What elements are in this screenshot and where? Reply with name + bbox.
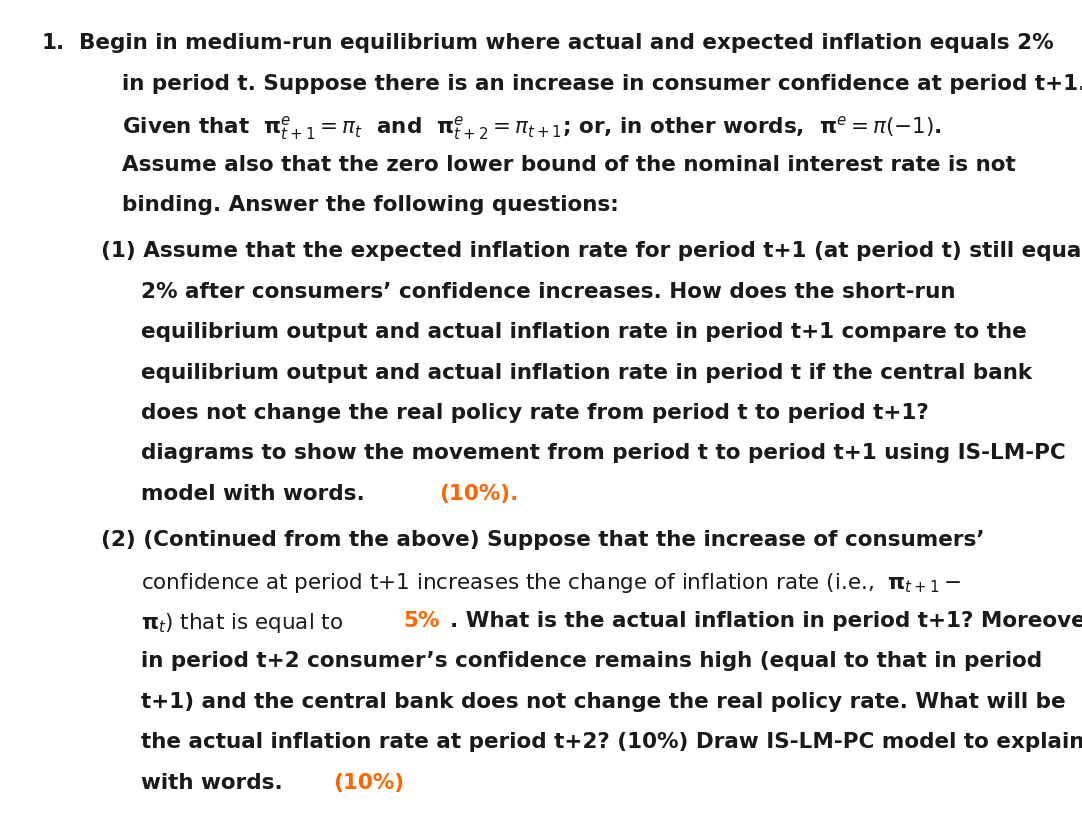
Text: 2% after consumers’ confidence increases. How does the short-run: 2% after consumers’ confidence increases…	[141, 282, 955, 302]
Text: equilibrium output and actual inflation rate in period t if the central bank: equilibrium output and actual inflation …	[141, 362, 1032, 382]
Text: binding. Answer the following questions:: binding. Answer the following questions:	[122, 195, 619, 215]
Text: Given that  $\mathbf{\pi}^e_{t+1} = \pi_t$  and  $\mathbf{\pi}^e_{t+2} = \pi_{t+: Given that $\mathbf{\pi}^e_{t+1} = \pi_t…	[122, 114, 942, 142]
Text: (2) (Continued from the above) Suppose that the increase of consumers’: (2) (Continued from the above) Suppose t…	[101, 531, 985, 551]
Text: $\mathbf{\pi}_t$) that is equal to: $\mathbf{\pi}_t$) that is equal to	[141, 611, 344, 635]
Text: Assume also that the zero lower bound of the nominal interest rate is not: Assume also that the zero lower bound of…	[122, 155, 1016, 175]
Text: with words.: with words.	[141, 773, 290, 793]
Text: Begin in medium-run equilibrium where actual and expected inflation equals 2%: Begin in medium-run equilibrium where ac…	[79, 33, 1054, 53]
Text: (10%): (10%)	[333, 773, 405, 793]
Text: t+1) and the central bank does not change the real policy rate. What will be: t+1) and the central bank does not chang…	[141, 692, 1066, 712]
Text: 1.: 1.	[41, 33, 64, 53]
Text: in period t. Suppose there is an increase in consumer confidence at period t+1.: in period t. Suppose there is an increas…	[122, 74, 1082, 94]
Text: 5%: 5%	[404, 611, 439, 631]
Text: in period t+2 consumer’s confidence remains high (equal to that in period: in period t+2 consumer’s confidence rema…	[141, 651, 1042, 671]
Text: (10%).: (10%).	[439, 484, 518, 504]
Text: diagrams to show the movement from period t to period t+1 using IS-LM-PC: diagrams to show the movement from perio…	[141, 443, 1066, 463]
Text: confidence at period t+1 increases the change of inflation rate (i.e.,  $\mathbf: confidence at period t+1 increases the c…	[141, 571, 961, 595]
Text: . What is the actual inflation in period t+1? Moreover,: . What is the actual inflation in period…	[450, 611, 1082, 631]
Text: equilibrium output and actual inflation rate in period t+1 compare to the: equilibrium output and actual inflation …	[141, 322, 1027, 342]
Text: model with words.: model with words.	[141, 484, 372, 504]
Text: the actual inflation rate at period t+2? (10%) Draw IS-LM-PC model to explain: the actual inflation rate at period t+2?…	[141, 732, 1082, 752]
Text: (1) Assume that the expected inflation rate for period t+1 (at period t) still e: (1) Assume that the expected inflation r…	[101, 242, 1082, 262]
Text: does not change the real policy rate from period t to period t+1?: does not change the real policy rate fro…	[141, 403, 936, 423]
